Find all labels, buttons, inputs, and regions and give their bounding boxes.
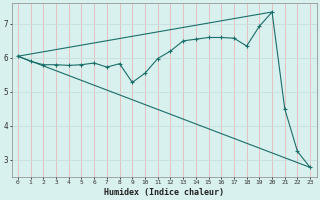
X-axis label: Humidex (Indice chaleur): Humidex (Indice chaleur) — [104, 188, 224, 197]
